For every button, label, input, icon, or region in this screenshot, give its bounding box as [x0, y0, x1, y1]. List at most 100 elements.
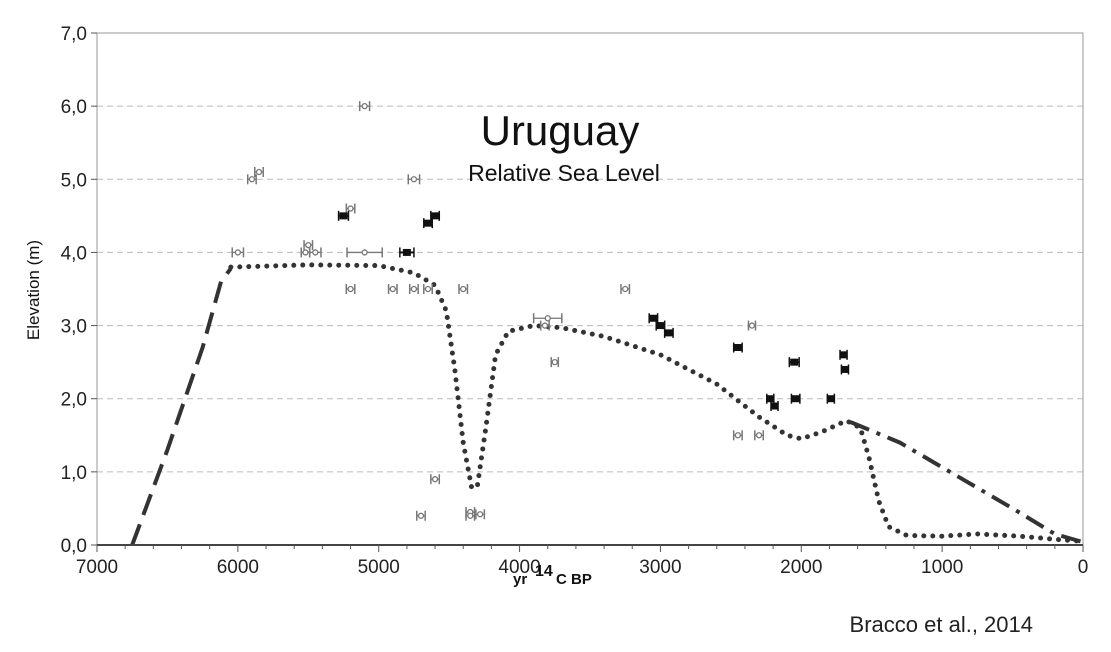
marker [826, 395, 835, 403]
data-point-filled [663, 327, 674, 338]
marker [255, 168, 263, 176]
y-tick-label: 5,0 [61, 170, 87, 191]
marker [234, 249, 242, 256]
marker [664, 329, 673, 337]
marker [733, 344, 742, 352]
data-point-open [458, 284, 469, 294]
y-tick-label: 3,0 [61, 317, 87, 338]
axes: 0,0 1,0 2,0 3,0 4,0 5,0 6,0 7,0 7000 6000 5000 4000… [61, 24, 1089, 578]
data-point-open [303, 240, 314, 251]
marker [248, 176, 256, 183]
data-point-filled [790, 393, 801, 404]
marker [649, 314, 658, 322]
y-tick-label: 1,0 [61, 463, 87, 484]
data-point-open [254, 166, 264, 177]
data-point-open [430, 474, 441, 485]
curve-dashed [130, 267, 233, 546]
y-tick-label: 2,0 [61, 390, 87, 411]
y-tick-label: 7,0 [61, 24, 87, 45]
data-point-filled [770, 401, 779, 412]
x-tick-label: 1000 [921, 557, 963, 578]
x-tick-label: 5000 [358, 557, 400, 578]
data-point-open [346, 247, 383, 258]
data-point-open [387, 284, 398, 294]
marker [544, 315, 551, 322]
data-point-open [308, 247, 322, 258]
data-point-filled [423, 218, 433, 229]
marker [541, 322, 549, 329]
y-tick-label: 6,0 [61, 97, 87, 118]
marker [417, 512, 425, 519]
marker [339, 212, 348, 220]
data-point-filled [840, 364, 850, 375]
data-point-open [345, 284, 356, 294]
marker [410, 285, 418, 293]
x-tick-label: 7000 [76, 557, 118, 578]
data-point-open [300, 247, 311, 258]
y-tick-label: 0,0 [61, 536, 87, 557]
marker [656, 322, 665, 330]
marker [361, 102, 368, 110]
marker [361, 249, 368, 256]
data-point-open [408, 284, 419, 294]
marker [424, 219, 433, 227]
x-tick-label: 3000 [639, 557, 681, 578]
marker [748, 322, 756, 329]
data-point-filled [732, 342, 743, 353]
data-point-filled [826, 393, 836, 404]
x-axis-label-suffix: C BP [556, 571, 592, 588]
x-tick-label: 6000 [217, 557, 259, 578]
data-point-filled [430, 210, 441, 221]
marker [734, 432, 742, 439]
data-point-filled [337, 210, 350, 221]
marker [839, 351, 848, 359]
marker [791, 395, 800, 403]
marker [305, 241, 312, 249]
x-tick-label: 4000 [498, 557, 540, 578]
marker [347, 285, 354, 293]
marker [476, 511, 484, 518]
data-point-open [754, 430, 765, 441]
data-point-open [732, 430, 743, 441]
data-point-open [407, 174, 421, 185]
marker [402, 248, 411, 256]
marker [790, 358, 799, 366]
marker [347, 205, 354, 212]
x-tick-label: 0 [1078, 557, 1089, 578]
marker [840, 365, 849, 373]
y-tick-label: 4,0 [61, 243, 87, 264]
chart-subtitle: Relative Sea Level [468, 160, 660, 186]
marker [312, 249, 319, 256]
marker [766, 395, 775, 403]
data-point-open [620, 284, 631, 294]
data-point-open [550, 357, 560, 368]
x-axis-label-prefix: yr [513, 571, 527, 588]
marker [770, 402, 779, 410]
data-point-open [423, 284, 433, 294]
data-point-filled [648, 313, 659, 324]
data-point-filled [788, 357, 800, 368]
x-axis-label-superscript: 14 [535, 563, 553, 580]
marker [410, 176, 418, 183]
data-point-filled [766, 393, 775, 404]
data-point-open [465, 510, 476, 521]
marker [622, 285, 629, 293]
data-point-open [345, 203, 356, 214]
data-point-open [246, 174, 257, 185]
marker [755, 432, 763, 439]
marker [431, 476, 439, 483]
data-point-open [539, 320, 550, 331]
y-axis-label: Elevation (m) [24, 240, 43, 340]
marker [431, 212, 440, 220]
data-point-filled [655, 320, 666, 331]
marker [467, 512, 474, 519]
data-point-open [532, 313, 563, 324]
data-point-open [358, 101, 371, 112]
data-point-open [231, 247, 245, 258]
data-point-open [415, 510, 426, 521]
data-point-filled [399, 247, 415, 258]
data-point-open [475, 509, 486, 520]
curves [130, 262, 1086, 546]
x-tick-label: 2000 [780, 557, 822, 578]
